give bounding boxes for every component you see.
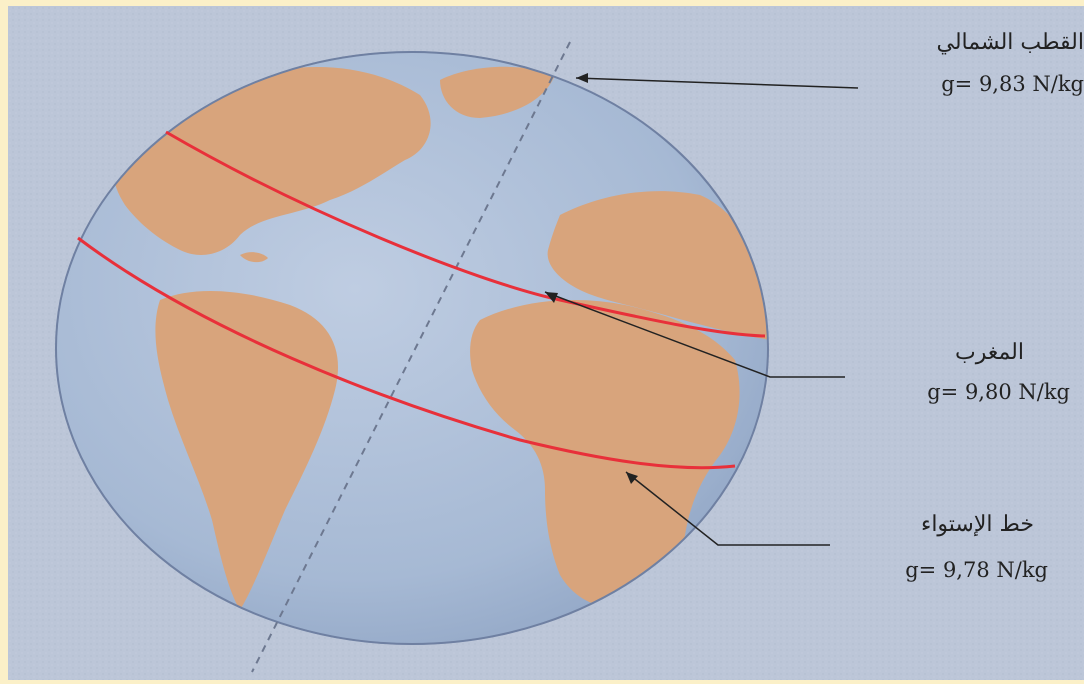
morocco-gravity-value: g= 9,80 N/kg — [927, 380, 1070, 404]
equator-gravity-value: g= 9,78 N/kg — [905, 558, 1048, 582]
north-pole-label: القطب الشمالي — [937, 30, 1084, 55]
equator-label: خط الإستواء — [921, 512, 1034, 537]
morocco-label: المغرب — [955, 340, 1024, 365]
north-pole-gravity-value: g= 9,83 N/kg — [941, 72, 1084, 96]
